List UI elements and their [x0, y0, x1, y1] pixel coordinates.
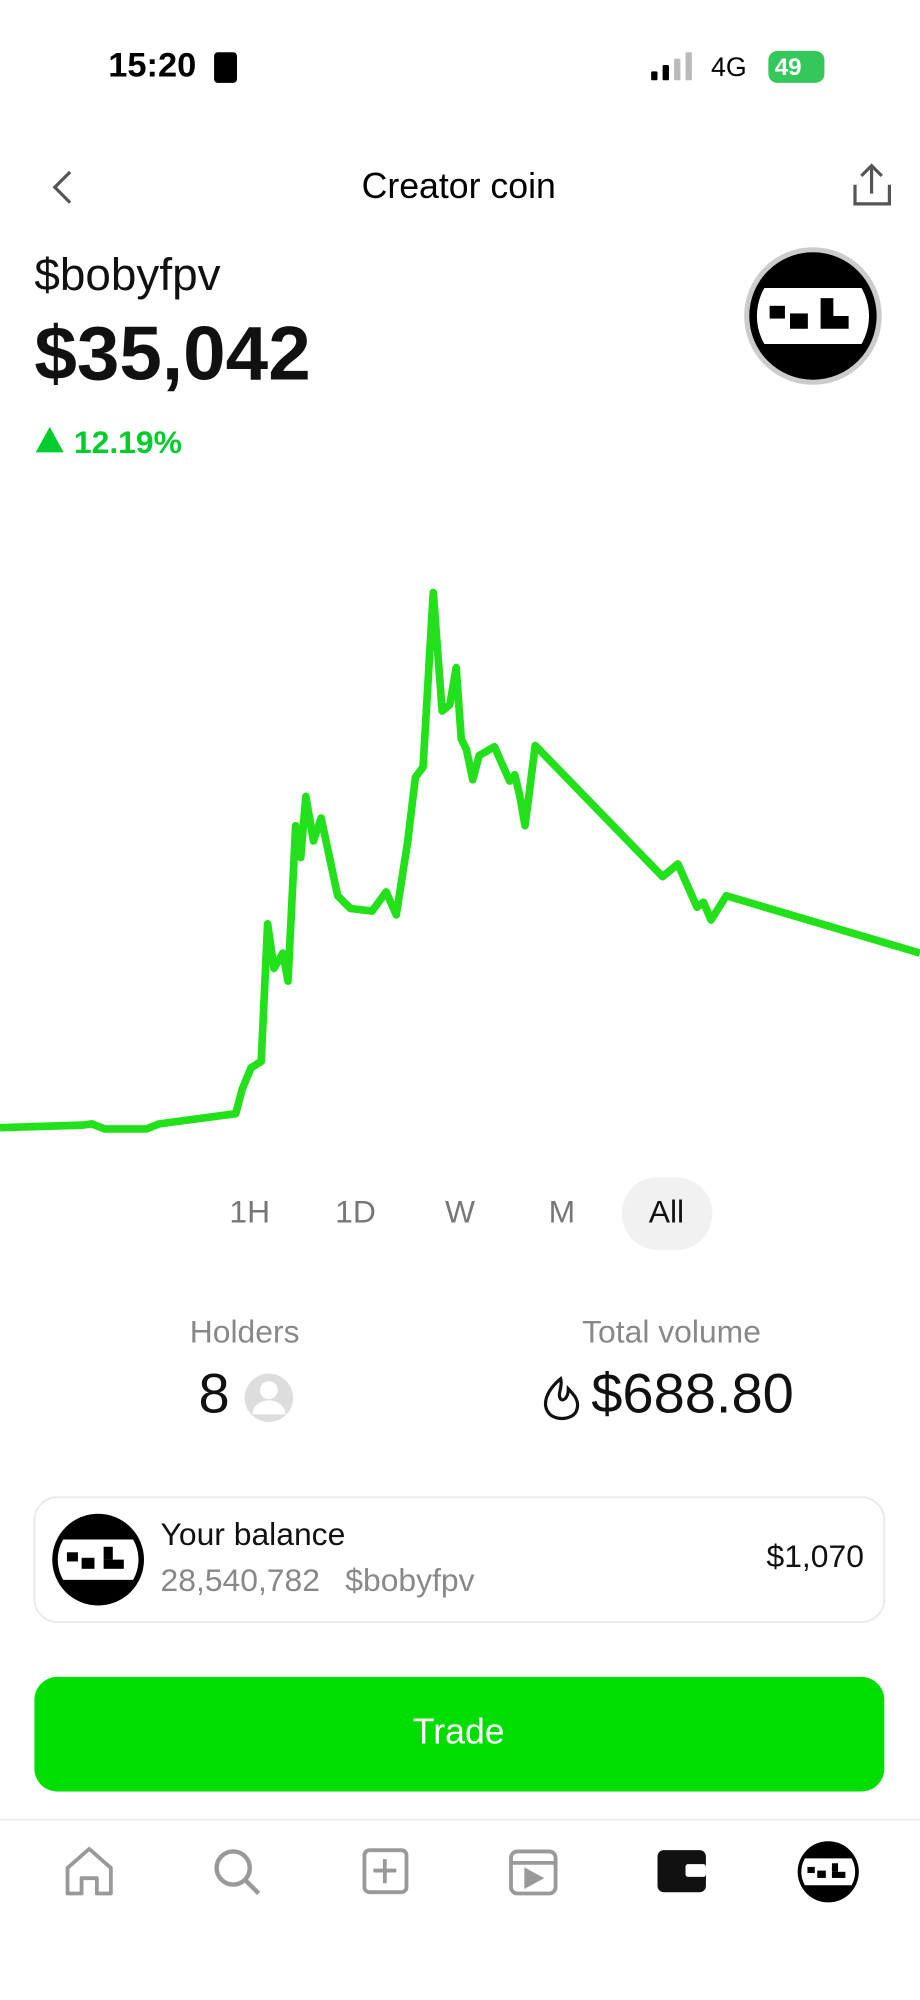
- range-button[interactable]: All: [649, 1194, 684, 1230]
- fire-icon: [544, 1375, 580, 1421]
- coin-avatar: [744, 247, 882, 385]
- range-button[interactable]: W: [445, 1194, 475, 1230]
- balance-amount: 28,540,782: [161, 1562, 320, 1598]
- holders-label: Holders: [190, 1314, 300, 1350]
- coin-price: $35,042: [34, 312, 310, 397]
- header-title: Creator coin: [362, 166, 556, 206]
- nav-videos[interactable]: [509, 1849, 558, 1896]
- holders-value: 8: [198, 1362, 229, 1425]
- range-selected-bg: [621, 1177, 713, 1250]
- battery: [768, 50, 825, 83]
- range-button[interactable]: M: [549, 1194, 576, 1230]
- trade-button-label: Trade: [413, 1712, 505, 1752]
- coin-ticker: $bobyfpv: [34, 248, 220, 300]
- balance-value: $1,070: [767, 1538, 864, 1574]
- volume-label: Total volume: [582, 1314, 761, 1350]
- balance-label: Your balance: [161, 1516, 346, 1552]
- balance-ticker: $bobyfpv: [345, 1562, 474, 1598]
- volume-value: $688.80: [591, 1362, 794, 1425]
- balance-card: [33, 1496, 886, 1624]
- status-icon: [214, 52, 238, 83]
- signal-icon: [651, 52, 692, 81]
- change-arrow: [35, 426, 64, 453]
- range-button[interactable]: 1H: [229, 1194, 270, 1230]
- status-time: 15:20: [108, 47, 196, 85]
- coin-change: 12.19%: [74, 424, 182, 460]
- price-line: [0, 588, 920, 1133]
- trade-button[interactable]: [34, 1676, 885, 1792]
- nav-wallet[interactable]: [657, 1850, 706, 1893]
- range-button[interactable]: 1D: [335, 1194, 376, 1230]
- nav-home[interactable]: [65, 1846, 113, 1896]
- nav-create[interactable]: [362, 1848, 409, 1895]
- back-button[interactable]: [52, 170, 72, 204]
- holder-avatar: [244, 1373, 294, 1423]
- status-network: 4G: [711, 52, 747, 82]
- balance-avatar: [52, 1513, 144, 1606]
- nav-profile[interactable]: [797, 1841, 859, 1903]
- battery-level: 49: [775, 54, 802, 81]
- share-button[interactable]: [853, 163, 892, 206]
- nav-search[interactable]: [214, 1849, 261, 1896]
